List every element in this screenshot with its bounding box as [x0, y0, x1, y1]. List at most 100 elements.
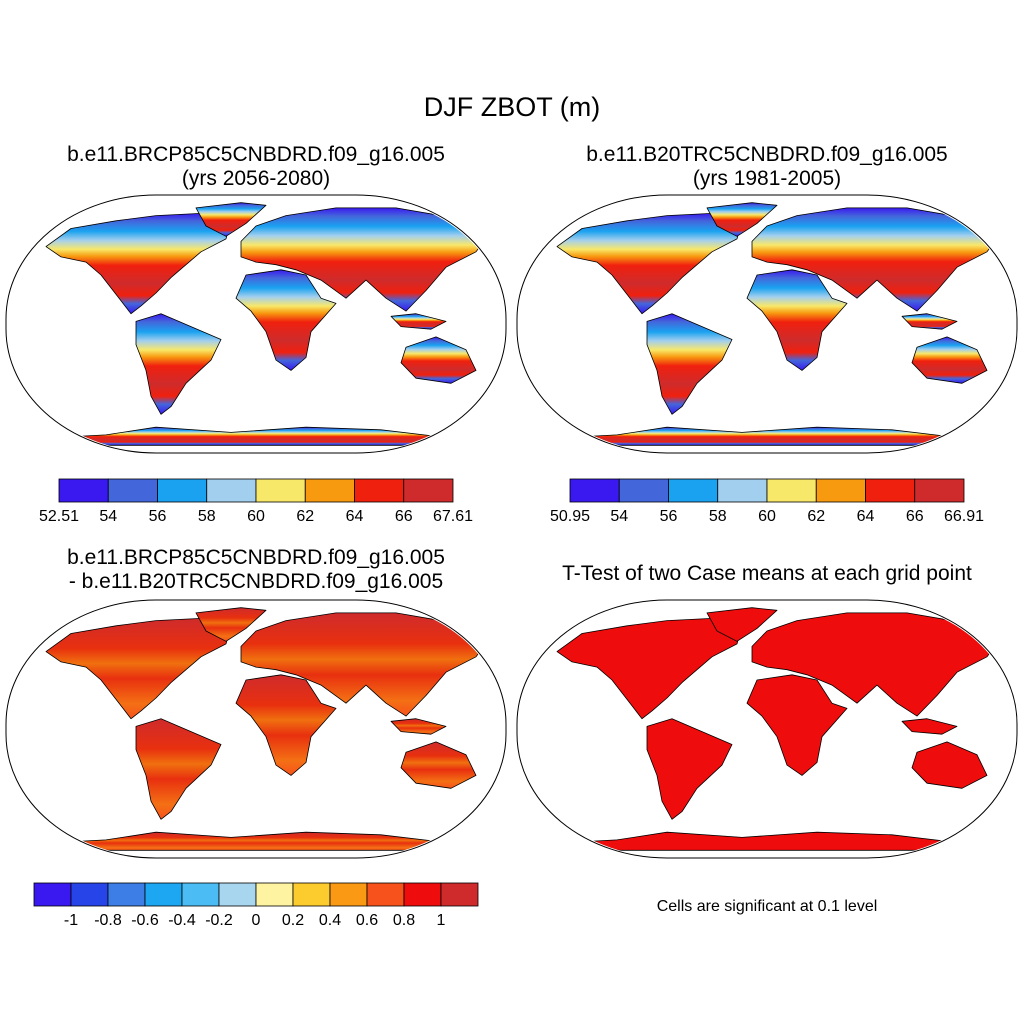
- p1-australia-landmass: [400, 336, 477, 384]
- p4-greenland-landmass: [706, 607, 778, 642]
- colorbar-tick-label: 58: [709, 508, 727, 525]
- p4-africa-landmass: [746, 674, 848, 776]
- p3-south-america-landmass: [135, 718, 222, 820]
- p4-indonesia-landmass: [901, 718, 958, 735]
- colorbar-swatch: [618, 478, 669, 503]
- p1-greenland-landmass: [195, 202, 267, 237]
- p3-greenland-landmass: [195, 607, 267, 642]
- panel-3-colorbar: -1 -0.8 -0.6 -0.4 -0.2 0 0.2 0.4 0.6 0.8 1: [33, 882, 479, 929]
- colorbar-tick-label: -0.2: [205, 912, 233, 929]
- panel-1-colorbar: 52.51 54 56 58 60 62 64 66 67.61: [39, 478, 473, 525]
- colorbar-swatch: [717, 478, 768, 503]
- p2-north-america-landmass: [556, 212, 743, 315]
- panel-1-title-line1: b.e11.BRCP85C5CNBDRD.f09_g16.005: [67, 143, 445, 166]
- colorbar-tick-label: 50.95: [550, 508, 590, 525]
- colorbar-swatch: [107, 478, 158, 503]
- colorbar-swatch: [181, 882, 220, 907]
- colorbar-swatch: [354, 478, 405, 503]
- colorbar-swatch: [218, 882, 257, 907]
- p1-north-america-landmass: [45, 212, 232, 315]
- p3-map: [5, 599, 507, 859]
- p3-africa-landmass: [235, 674, 337, 776]
- colorbar-tick-label: 67.61: [433, 508, 473, 525]
- colorbar-tick-label: 0: [252, 912, 261, 929]
- colorbar-tick-label: 64: [857, 508, 875, 525]
- colorbar-swatch: [914, 478, 965, 503]
- p2-indonesia-landmass: [901, 313, 958, 330]
- colorbar-tick-label: -0.4: [168, 912, 196, 929]
- colorbar-tick-label: 64: [346, 508, 364, 525]
- colorbar-tick-label: 1: [437, 912, 446, 929]
- panel-3-title: b.e11.BRCP85C5CNBDRD.f09_g16.005 - b.e11…: [6, 546, 506, 594]
- p2-eurasia-landmass: [751, 207, 1003, 312]
- panel-1-title-line2: (yrs 2056-2080): [181, 167, 331, 190]
- colorbar-swatch: [329, 882, 368, 907]
- colorbar-tick-label: -0.8: [94, 912, 122, 929]
- colorbar-swatch: [58, 478, 109, 503]
- colorbar-tick-label: 62: [296, 508, 314, 525]
- p1-eurasia-landmass: [240, 207, 492, 312]
- p4-south-america-landmass: [646, 718, 733, 820]
- colorbar-tick-label: -1: [64, 912, 78, 929]
- panel-2-colorbar: 50.95 54 56 58 60 62 64 66 66.91: [550, 478, 984, 525]
- colorbar-swatch: [865, 478, 916, 503]
- colorbar-swatch: [668, 478, 719, 503]
- colorbar-swatch: [255, 882, 294, 907]
- p1-map: [5, 194, 507, 454]
- colorbar-swatch: [766, 478, 817, 503]
- panel-1-title: b.e11.BRCP85C5CNBDRD.f09_g16.005 (yrs 20…: [6, 143, 506, 191]
- colorbar-swatch: [403, 478, 454, 503]
- panel-3-title-line2: - b.e11.B20TRC5CNBDRD.f09_g16.005: [68, 570, 444, 593]
- colorbar-swatch: [569, 478, 620, 503]
- colorbar-tick-label: 62: [807, 508, 825, 525]
- colorbar-swatch: [206, 478, 257, 503]
- panel-3-title-line1: b.e11.BRCP85C5CNBDRD.f09_g16.005: [67, 546, 445, 569]
- colorbar-tick-label: 56: [660, 508, 678, 525]
- colorbar-swatch: [144, 882, 183, 907]
- colorbar-tick-label: 54: [99, 508, 117, 525]
- colorbar-tick-label: 54: [610, 508, 628, 525]
- colorbar-tick-label: 66.91: [944, 508, 984, 525]
- p2-map: [516, 194, 1018, 454]
- p3-indonesia-landmass: [390, 718, 447, 735]
- colorbar-tick-label: 66: [395, 508, 413, 525]
- p1-south-america-landmass: [135, 313, 222, 415]
- p3-australia-landmass: [400, 741, 477, 789]
- panel-4-title-line1: T-Test of two Case means at each grid po…: [562, 562, 972, 585]
- colorbar-swatch: [255, 478, 306, 503]
- colorbar-swatch: [815, 478, 866, 503]
- colorbar-tick-label: -0.6: [131, 912, 159, 929]
- colorbar-tick-label: 0.6: [356, 912, 378, 929]
- colorbar-tick-label: 52.51: [39, 508, 79, 525]
- p2-south-america-landmass: [646, 313, 733, 415]
- p1-indonesia-landmass: [390, 313, 447, 330]
- colorbar-tick-label: 56: [149, 508, 167, 525]
- p3-north-america-landmass: [45, 617, 232, 720]
- colorbar-tick-label: 60: [247, 508, 265, 525]
- colorbar-tick-label: 0.8: [393, 912, 415, 929]
- panel-2-title-line1: b.e11.B20TRC5CNBDRD.f09_g16.005: [586, 143, 948, 166]
- colorbar-swatch: [157, 478, 208, 503]
- colorbar-swatch: [403, 882, 442, 907]
- colorbar-swatch: [292, 882, 331, 907]
- colorbar-tick-label: 58: [198, 508, 216, 525]
- colorbar-tick-label: 66: [906, 508, 924, 525]
- p2-australia-landmass: [911, 336, 988, 384]
- colorbar-tick-label: 0.2: [282, 912, 304, 929]
- colorbar-tick-label: 60: [758, 508, 776, 525]
- panel-2-title: b.e11.B20TRC5CNBDRD.f09_g16.005 (yrs 198…: [517, 143, 1017, 191]
- colorbar-swatch: [366, 882, 405, 907]
- figure-title: DJF ZBOT (m): [423, 92, 601, 122]
- p2-africa-landmass: [746, 269, 848, 371]
- colorbar-swatch: [440, 882, 479, 907]
- p3-eurasia-landmass: [240, 612, 492, 717]
- p2-greenland-landmass: [706, 202, 778, 237]
- p4-map: [516, 599, 1018, 859]
- p1-africa-landmass: [235, 269, 337, 371]
- panel-4-title: T-Test of two Case means at each grid po…: [517, 562, 1017, 586]
- colorbar-swatch: [107, 882, 146, 907]
- p4-eurasia-landmass: [751, 612, 1003, 717]
- colorbar-swatch: [304, 478, 355, 503]
- colorbar-swatch: [33, 882, 72, 907]
